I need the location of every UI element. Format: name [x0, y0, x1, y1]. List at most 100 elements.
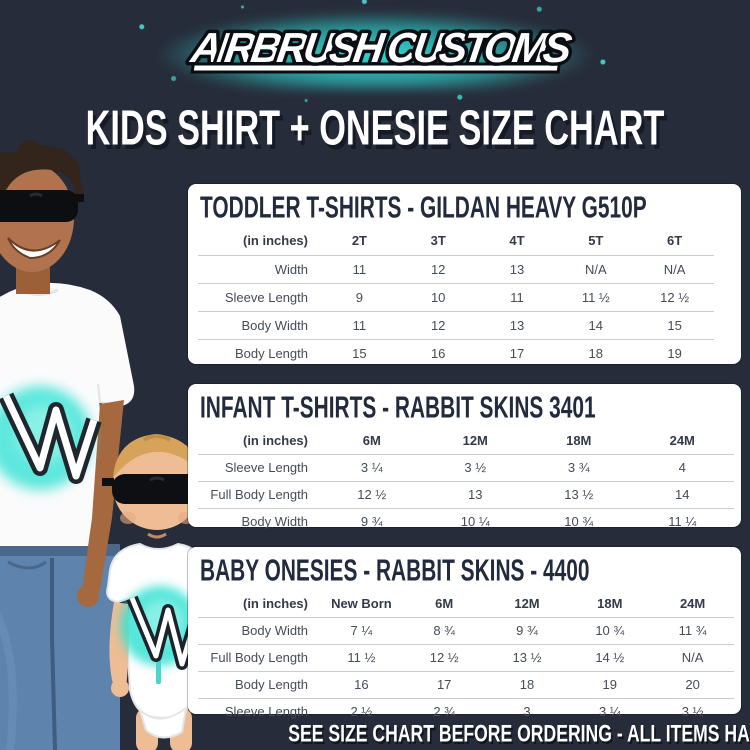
size-cell: 13	[509, 261, 525, 277]
boy-arm	[82, 400, 124, 597]
size-cell: 13	[509, 317, 525, 333]
size-row: Body Length 15 16 17 18 19	[198, 339, 714, 367]
footer-note: SEE SIZE CHART BEFORE ORDERING - ALL ITE…	[288, 719, 750, 748]
column-header: 4T	[509, 233, 525, 249]
row-label: Full Body Length	[210, 487, 308, 502]
baby-mouth	[147, 532, 167, 539]
column-header: 5T	[588, 233, 604, 249]
row-label: Body Width	[241, 514, 308, 530]
column-header: 24M	[679, 595, 706, 611]
header-row: (in inches) 2T 3T 4T 5T 6T	[198, 227, 714, 255]
unit-label: (in inches)	[242, 432, 308, 448]
size-cell: 19	[667, 345, 682, 361]
size-cell: 12	[430, 317, 446, 333]
size-cell: N/A	[663, 261, 686, 277]
row-label: Body Length	[234, 677, 308, 692]
header-row: (in inches) New Born 6M 12M 18M 24M	[198, 590, 734, 617]
table-title: TODDLER T-SHIRTS - GILDAN HEAVY G510P	[200, 191, 647, 225]
unit-label: (in inches)	[242, 233, 308, 249]
size-row: Full Body Length 12 ½ 13 13 ½ 14	[198, 481, 734, 508]
size-cell: 12 ½	[357, 487, 387, 502]
row-label: Body Length	[234, 345, 308, 361]
size-row: Sleeve Length 9 10 11 11 ½ 12 ½	[198, 283, 714, 311]
size-cell: 17	[436, 677, 452, 692]
size-cell: 8 ¾	[433, 623, 456, 638]
size-row: Sleeve Length 2 ½ 2 ¾ 3 3 ¼ 3 ½	[198, 698, 734, 725]
airbrush-customs-logo: AIRBRUSH CUSTOMS	[110, 0, 640, 106]
toddler-size-chart-card: TODDLER T-SHIRTS - GILDAN HEAVY G510P (i…	[188, 184, 741, 364]
size-cell: 20	[685, 677, 700, 692]
size-cell: 12 ½	[660, 289, 690, 305]
size-cell: 12	[430, 261, 446, 277]
column-header: 12M	[462, 432, 488, 448]
size-cell: 10 ¾	[564, 514, 594, 530]
size-cell: 17	[509, 345, 525, 361]
size-cell: 13 ½	[512, 650, 542, 665]
onesie-size-chart-card: BABY ONESIES - RABBIT SKINS - 4400 (in i…	[188, 547, 741, 719]
size-cell: 11 ½	[347, 650, 376, 665]
size-cell: 10 ¾	[595, 623, 625, 638]
logo-teal-glow	[160, 12, 590, 90]
column-header: 3T	[430, 233, 446, 249]
size-cell: 15	[667, 317, 682, 333]
size-cell: 11	[352, 261, 367, 277]
infant-size-chart-card: INFANT T-SHIRTS - RABBIT SKINS 3401 (in …	[188, 384, 741, 529]
size-cell: 11 ¾	[678, 623, 707, 638]
table-title: BABY ONESIES - RABBIT SKINS - 4400	[200, 554, 590, 588]
size-cell: 14	[675, 487, 690, 502]
size-cell: 13 ½	[564, 487, 594, 502]
size-cell: 3 ¼	[598, 704, 621, 720]
baby-hair	[113, 434, 201, 478]
size-cell: 11	[510, 289, 524, 305]
header-row: (in inches) 6M 12M 18M 24M	[198, 427, 734, 454]
size-cell: 11 ¼	[668, 514, 697, 530]
baby-model-photo	[102, 434, 253, 750]
boy-model-photo	[0, 140, 135, 750]
column-header: 24M	[669, 432, 695, 448]
size-cell: 2 ½	[350, 704, 373, 720]
page-title: KIDS SHIRT + ONESIE SIZE CHART	[85, 101, 665, 156]
onesie-size-table: (in inches) New Born 6M 12M 18M 24M Body Width…	[198, 590, 734, 725]
size-cell: 14	[588, 317, 604, 333]
column-header: 6M	[435, 595, 454, 611]
size-cell: 12 ½	[429, 650, 459, 665]
size-cell: N/A	[584, 261, 607, 277]
logo-underline	[190, 62, 561, 74]
size-cell: 9 ¾	[516, 623, 538, 638]
size-cell: 18	[519, 677, 535, 692]
size-cell: 3 ¼	[360, 460, 383, 475]
size-cell: 16	[354, 677, 369, 692]
size-cell: 9	[355, 289, 364, 305]
row-label: Sleeve Length	[224, 460, 308, 475]
boy-sunglasses	[0, 190, 84, 222]
paint-drip	[156, 658, 161, 684]
size-cell: 3 ½	[681, 704, 704, 720]
column-header: 18M	[597, 595, 623, 611]
size-cell: 15	[352, 345, 367, 361]
size-row: Width 11 12 13 N/A N/A	[198, 255, 714, 283]
row-label: Sleeve Length	[224, 289, 308, 305]
unit-label: (in inches)	[242, 595, 308, 611]
size-cell: 11 ½	[581, 289, 610, 305]
size-cell: 16	[430, 345, 446, 361]
column-header: 6M	[362, 432, 381, 448]
row-label: Full Body Length	[210, 650, 308, 665]
infant-size-table: (in inches) 6M 12M 18M 24M Sleeve Length 3 ¼ 3 …	[198, 427, 734, 535]
size-cell: 7 ¼	[350, 623, 373, 638]
size-cell: 9 ¾	[360, 514, 383, 530]
size-cell: 11	[352, 317, 367, 333]
size-cell: 10 ¼	[460, 514, 490, 530]
row-label: Width	[274, 261, 308, 277]
size-cell: 3	[523, 704, 531, 720]
column-header: 18M	[566, 432, 592, 448]
table-title: INFANT T-SHIRTS - RABBIT SKINS 3401	[200, 391, 596, 425]
size-cell: N/A	[681, 650, 704, 665]
size-row: Body Width 7 ¼ 8 ¾ 9 ¾ 10 ¾ 11 ¾	[198, 617, 734, 644]
row-label: Sleeve Length	[224, 704, 308, 720]
size-cell: 18	[588, 345, 604, 361]
row-label: Body Width	[241, 317, 308, 333]
size-cell: 4	[678, 460, 686, 475]
size-row: Body Length 16 17 18 19 20	[198, 671, 734, 698]
row-label: Body Width	[241, 623, 308, 638]
boy-smile	[7, 237, 61, 260]
